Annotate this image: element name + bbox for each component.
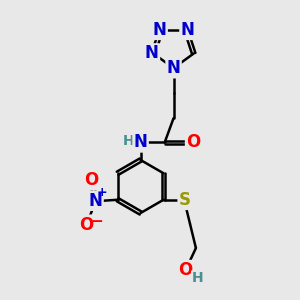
- Text: O: O: [178, 261, 193, 279]
- Text: S: S: [179, 191, 191, 209]
- Text: N: N: [88, 192, 103, 210]
- Text: H: H: [122, 134, 134, 148]
- Text: N: N: [134, 133, 148, 151]
- Text: N: N: [181, 21, 194, 39]
- Text: O: O: [80, 216, 94, 234]
- Text: O: O: [186, 133, 200, 151]
- Text: −: −: [90, 214, 103, 229]
- Text: N: N: [153, 21, 166, 39]
- Text: H: H: [192, 272, 204, 285]
- Text: +: +: [97, 186, 107, 199]
- Text: O: O: [84, 171, 98, 189]
- Text: N: N: [145, 44, 159, 62]
- Text: N: N: [167, 59, 181, 77]
